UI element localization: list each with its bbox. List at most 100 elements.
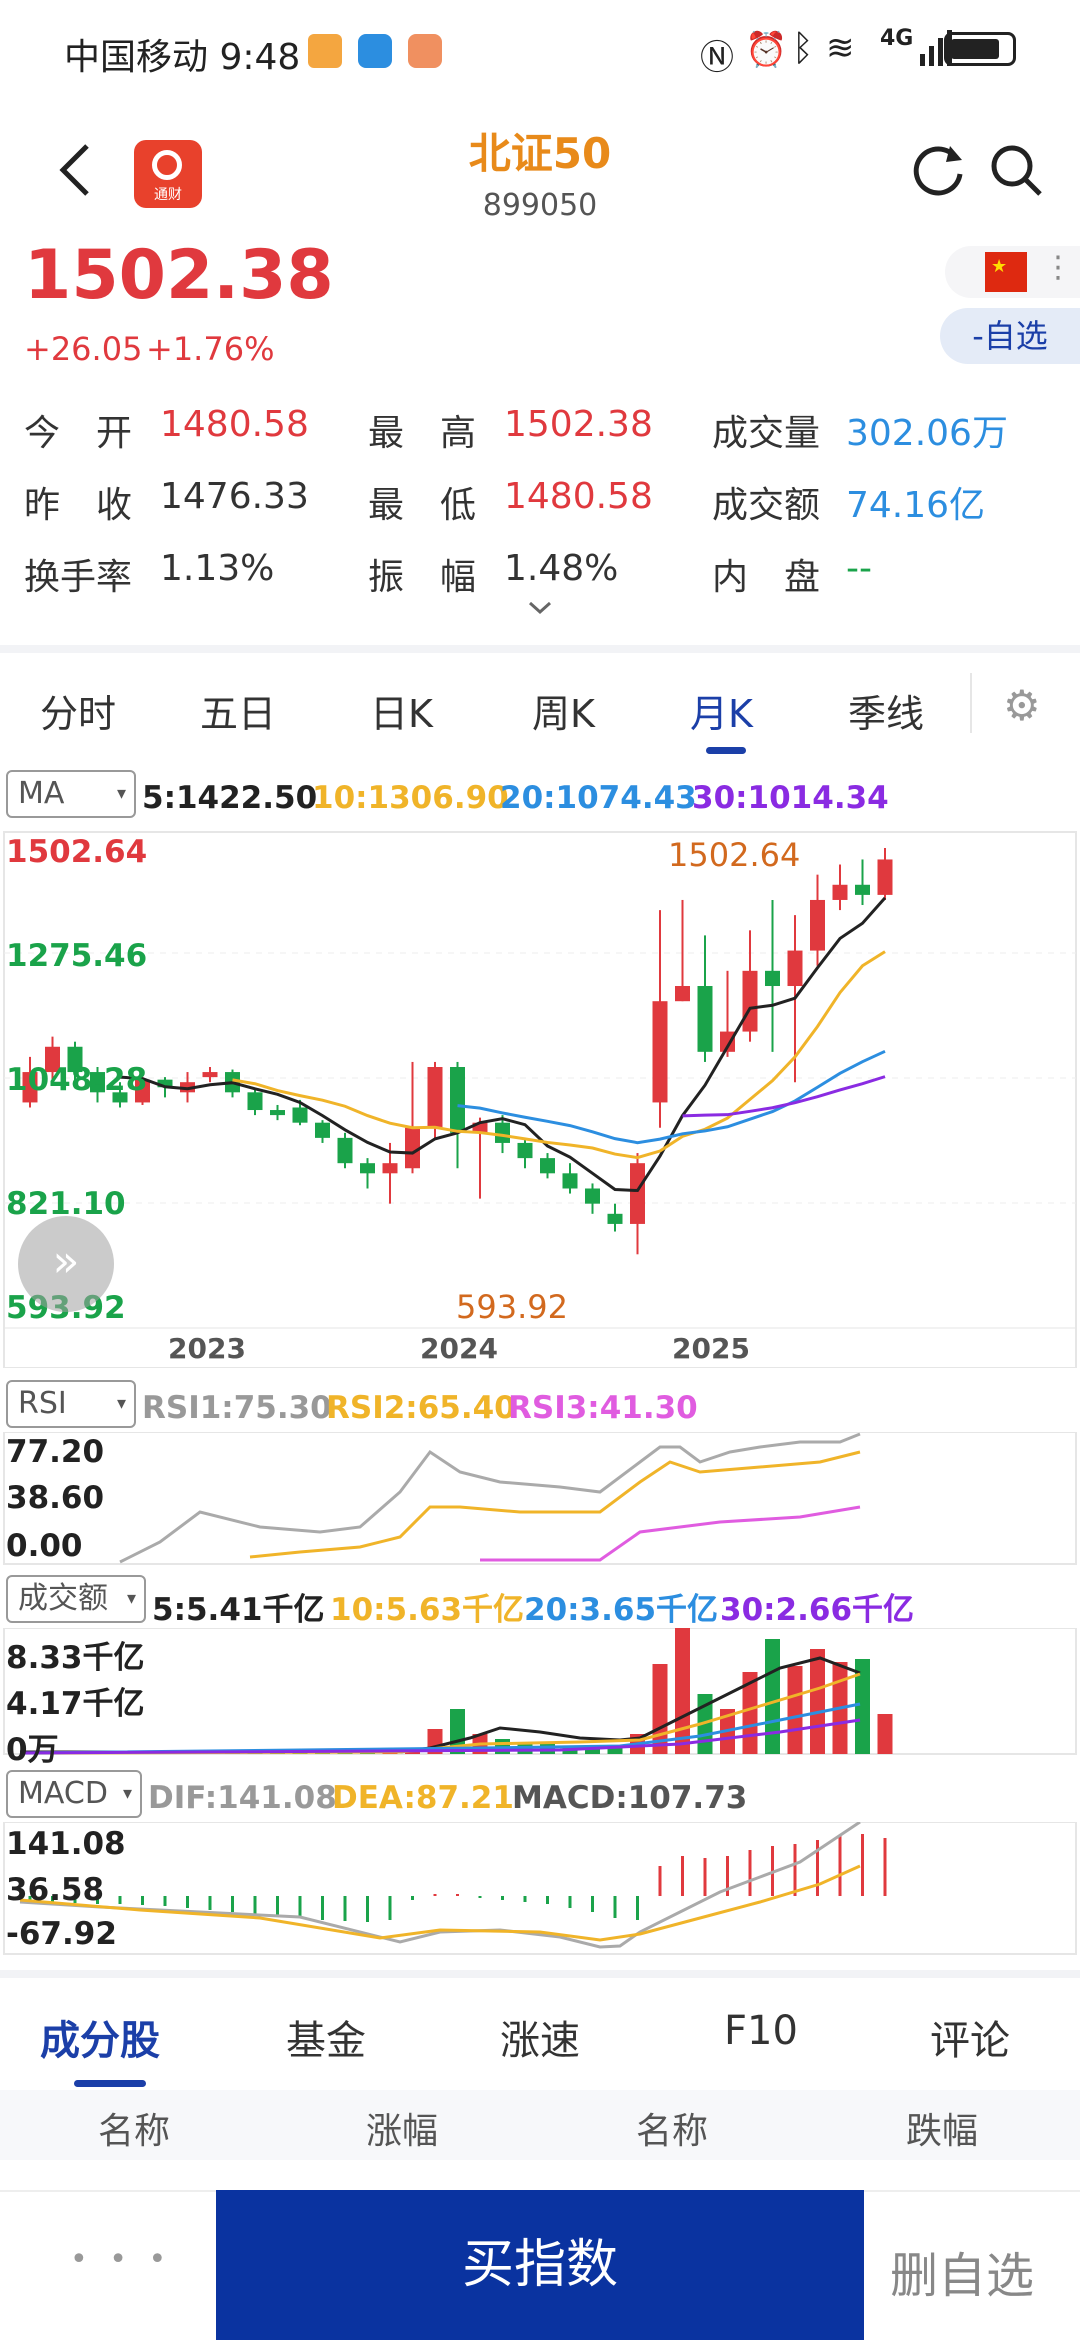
macd-selector[interactable]: MACD ▾	[6, 1770, 142, 1818]
rsi-y-mid: 38.60	[6, 1480, 105, 1516]
col-gain[interactable]: 涨幅	[366, 2111, 439, 2152]
amount-bar	[585, 1748, 600, 1754]
remove-watch-button[interactable]: 删自选	[890, 2248, 1035, 2304]
back-icon[interactable]	[55, 142, 95, 202]
macd-label: MACD:107.73	[512, 1780, 748, 1816]
x-axis-label-2025: 2025	[672, 1332, 750, 1365]
ma5-label: 5:1422.50	[142, 780, 318, 816]
remove-watchlist-button[interactable]: -自选	[940, 308, 1080, 364]
candle	[765, 970, 780, 987]
tab-minute[interactable]: 分时	[40, 692, 117, 736]
tab-speed[interactable]: 涨速	[500, 2018, 580, 2064]
more-vertical-icon[interactable]: ⋮	[1043, 250, 1073, 285]
candle	[742, 970, 758, 1032]
amount-bar	[675, 1628, 690, 1754]
col-loss[interactable]: 跌幅	[906, 2111, 979, 2152]
status-bar: 中国移动 9:48 Ⓝ ⏰ ᛒ ≋ 4G	[0, 0, 1080, 100]
ma-selector[interactable]: MA ▾	[6, 770, 136, 818]
expand-sidebar-button[interactable]: »	[18, 1216, 114, 1312]
notification-icon	[308, 34, 342, 68]
app-notification-icon	[358, 34, 392, 68]
candle	[315, 1122, 330, 1138]
refresh-icon[interactable]	[910, 142, 966, 202]
candlestick-chart[interactable]	[0, 828, 1080, 1368]
settings-gear-icon[interactable]: ⚙	[1003, 681, 1041, 730]
candle	[832, 884, 848, 900]
open-label: 今 开	[24, 413, 133, 454]
bluetooth-icon: ᛒ	[792, 28, 814, 69]
candle	[247, 1092, 263, 1111]
tab-comments[interactable]: 评论	[930, 2018, 1010, 2064]
more-options-button[interactable]: • • •	[70, 2242, 173, 2277]
inner-value: --	[846, 548, 872, 589]
rsi3-label: RSI3:41.30	[508, 1390, 698, 1426]
amount-ma20-label: 20:3.65千亿	[524, 1592, 719, 1628]
signal-icon	[920, 30, 954, 66]
inner-label: 内 盘	[712, 557, 821, 598]
price-change: +26.05	[24, 330, 143, 368]
col-name-right[interactable]: 名称	[636, 2111, 709, 2152]
app-logo: 通财	[134, 140, 202, 208]
high-value: 1502.38	[504, 404, 653, 445]
candle	[877, 859, 893, 895]
ma20-line	[457, 1049, 886, 1145]
candle	[157, 1079, 173, 1088]
tab-funds[interactable]: 基金	[286, 2018, 366, 2064]
rsi-selector[interactable]: RSI ▾	[6, 1380, 136, 1428]
ma5-line	[119, 896, 887, 1193]
amount-bar	[607, 1748, 623, 1754]
amount-bar	[405, 1751, 420, 1754]
stock-code: 899050	[482, 188, 598, 223]
candle	[337, 1137, 353, 1164]
amount-ma10-label: 10:5.63千亿	[330, 1592, 525, 1628]
price-change-pct: +1.76%	[146, 330, 275, 368]
candle	[67, 1046, 83, 1073]
candle	[675, 986, 690, 1002]
y-axis-label-3: 1048.28	[6, 1062, 148, 1098]
candle	[810, 899, 825, 951]
rsi1-label: RSI1:75.30	[142, 1390, 332, 1426]
candle	[22, 1072, 38, 1103]
ma10-line	[232, 950, 886, 1160]
market-selector[interactable]: ★ ⋮	[945, 246, 1080, 298]
tab-f10[interactable]: F10	[724, 2008, 798, 2054]
tab-monthly-k[interactable]: 月K	[690, 692, 753, 736]
amount-y-min: 0万	[6, 1732, 59, 1768]
turnover-bar-chart[interactable]	[0, 1628, 1080, 1760]
expand-chevron-icon[interactable]	[528, 600, 552, 620]
col-name-left[interactable]: 名称	[98, 2111, 171, 2152]
macd-chart[interactable]	[0, 1822, 1080, 1960]
amount-bar	[787, 1666, 803, 1754]
turnover-selector[interactable]: 成交额 ▾	[6, 1575, 146, 1623]
amplitude-label: 振 幅	[368, 557, 477, 598]
amount-y-max: 8.33千亿	[6, 1640, 145, 1676]
search-icon[interactable]	[988, 142, 1044, 202]
amount-bar	[855, 1659, 870, 1754]
candle	[585, 1188, 600, 1204]
candle	[427, 1067, 443, 1128]
tab-five-day[interactable]: 五日	[200, 692, 277, 736]
amount-y-mid: 4.17千亿	[6, 1686, 145, 1722]
candle	[360, 1163, 375, 1174]
amount-value: 74.16亿	[846, 485, 986, 526]
amount-ma5-label: 5:5.41千亿	[152, 1592, 325, 1628]
candle	[472, 1122, 488, 1133]
y-axis-max: 1502.64	[6, 834, 148, 870]
tab-constituents[interactable]: 成分股	[40, 2018, 160, 2064]
x-axis-label-2023: 2023	[168, 1332, 246, 1365]
candle	[382, 1163, 398, 1174]
turnover-value: 1.13%	[160, 548, 275, 589]
low-value: 1480.58	[504, 476, 653, 517]
tab-quarterly[interactable]: 季线	[848, 692, 925, 736]
macd-y-min: -67.92	[6, 1916, 117, 1952]
amount-ma30-label: 30:2.66千亿	[720, 1592, 915, 1628]
tab-daily-k[interactable]: 日K	[370, 692, 433, 736]
buy-index-button[interactable]: 买指数	[216, 2190, 864, 2340]
candle	[562, 1173, 578, 1189]
tab-weekly-k[interactable]: 周K	[532, 692, 595, 736]
rsi-chart[interactable]	[0, 1432, 1080, 1570]
candle	[630, 1163, 645, 1224]
candle	[540, 1158, 555, 1174]
current-price: 1502.38	[24, 236, 334, 315]
bottom-tabbar: 成分股 基金 涨速 F10 评论	[0, 1970, 1080, 2088]
